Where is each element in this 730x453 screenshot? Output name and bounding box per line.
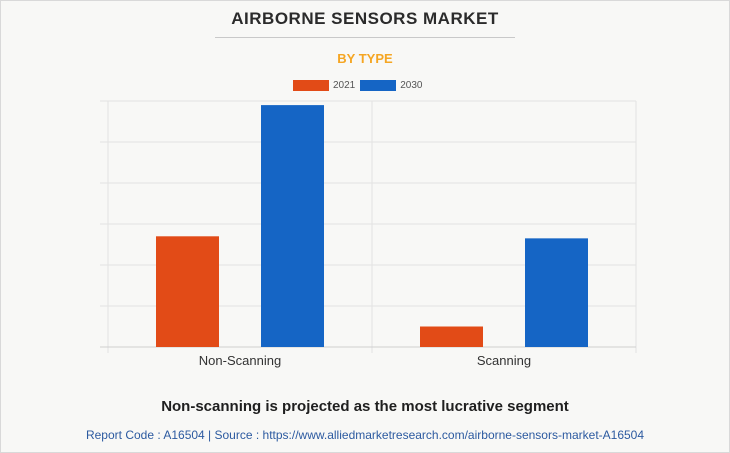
- bar-2021-non-scanning: [156, 236, 219, 347]
- x-tick-label: Non-Scanning: [199, 353, 281, 368]
- x-tick-label: Scanning: [477, 353, 531, 368]
- legend-label-2021: 2021: [333, 80, 356, 91]
- bar-2030-non-scanning: [261, 105, 324, 347]
- chart-legend: 2021 2030: [293, 80, 428, 91]
- source-link[interactable]: Report Code : A16504 | Source : https://…: [85, 428, 645, 442]
- bar-2021-scanning: [420, 326, 483, 347]
- chart-caption: Non-scanning is projected as the most lu…: [161, 398, 569, 415]
- chart-subtitle: BY TYPE: [337, 51, 393, 66]
- legend-swatch-2021: [293, 80, 329, 91]
- title-divider: [215, 37, 515, 38]
- legend-swatch-2030: [360, 80, 397, 91]
- legend-label-2030: 2030: [400, 80, 423, 91]
- bar-2030-scanning: [525, 238, 588, 347]
- legend-item-2021[interactable]: 2021: [293, 80, 355, 91]
- legend-item-2030[interactable]: 2030: [360, 80, 423, 91]
- chart-title: AIRBORNE SENSORS MARKET: [231, 9, 499, 28]
